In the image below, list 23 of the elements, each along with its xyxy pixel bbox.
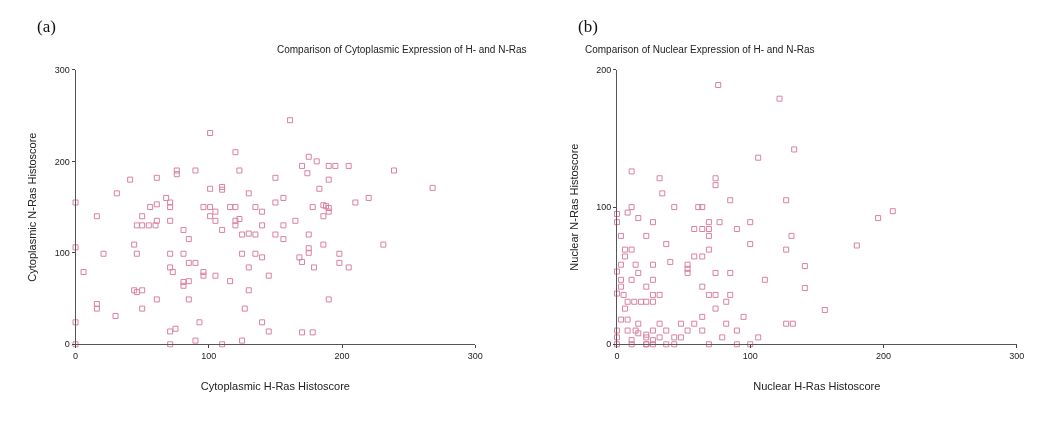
chart-title: Comparison of Nuclear Expression of H- and N-Ras [585,44,815,55]
y-tick-label: 300 [54,65,70,76]
y-axis-title: Cytoplasmic N-Ras Histoscore [26,132,39,282]
x-tick-label: 200 [875,351,891,362]
x-tick-label: 0 [614,351,620,362]
y-tick-label: 0 [64,339,70,350]
y-tick-label: 200 [54,156,70,167]
x-axis-title: Nuclear H-Ras Histoscore [753,380,881,393]
x-tick-label: 100 [742,351,758,362]
x-tick-label: 300 [467,351,483,362]
text: (b) [578,17,598,36]
x-tick-label: 100 [201,351,217,362]
y-tick-label: 200 [596,65,612,76]
x-tick-label: 300 [1009,351,1025,362]
x-tick-label: 0 [73,351,79,362]
y-axis-title: Nuclear N-Ras Histoscore [567,143,580,271]
y-tick-label: 100 [54,247,70,258]
text: (a) [37,17,56,36]
y-tick-label: 0 [606,339,612,350]
x-axis-title: Cytoplasmic H-Ras Histoscore [200,380,350,393]
y-tick-label: 100 [596,202,612,213]
chart-title: Comparison of Cytoplasmic Expression of H- and N-Ras [277,44,527,55]
x-tick-label: 200 [334,351,350,362]
